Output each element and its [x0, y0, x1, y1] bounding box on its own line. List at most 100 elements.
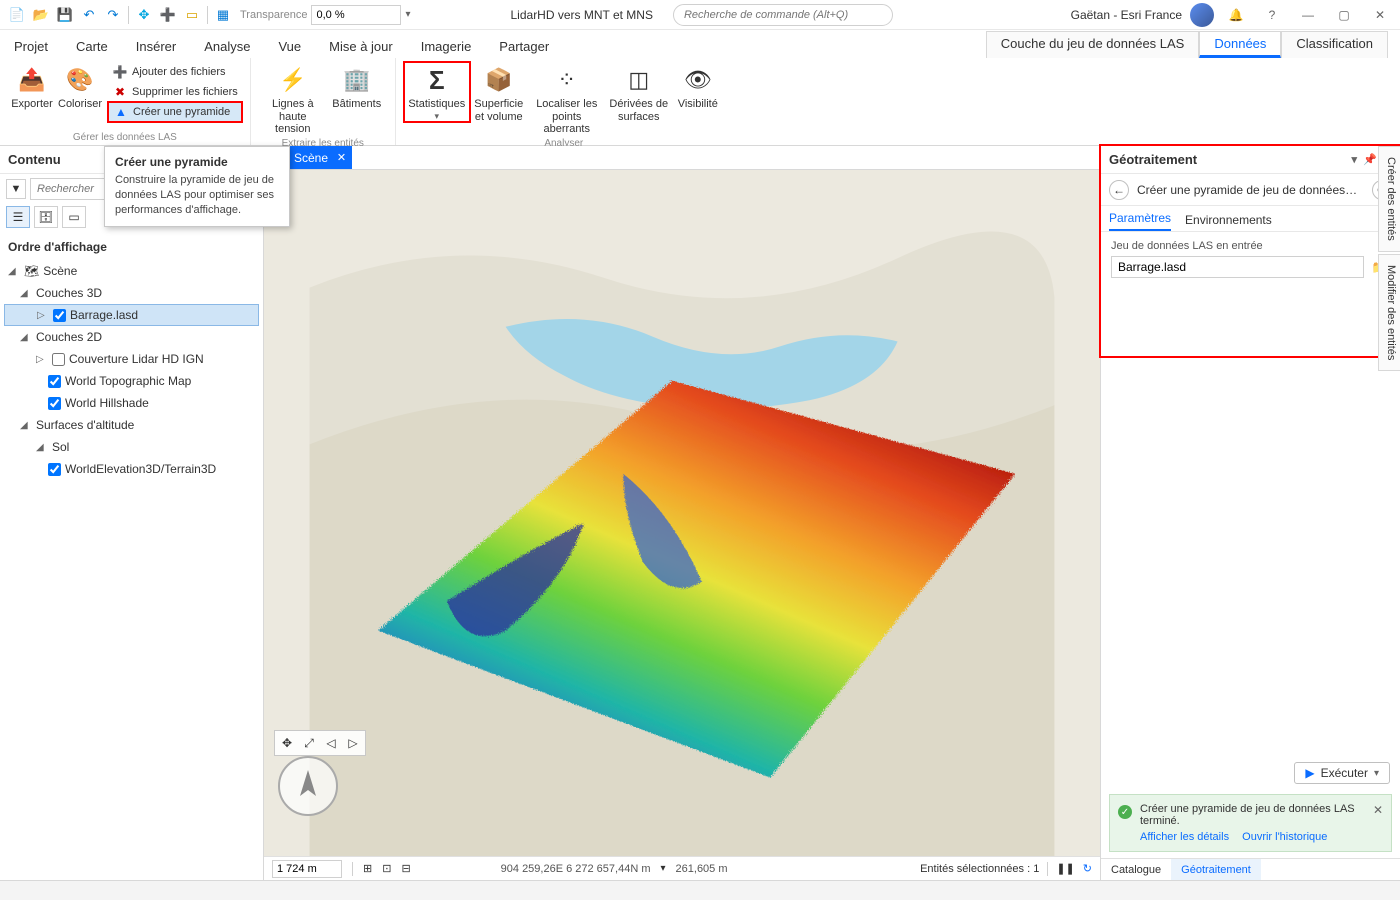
- supprimer-fichiers-button[interactable]: ✖ Supprimer les fichiers: [108, 82, 242, 102]
- notifications-icon[interactable]: 🔔: [1222, 4, 1250, 26]
- maximize-icon[interactable]: ▢: [1330, 4, 1358, 26]
- batiments-button[interactable]: 🏢 Bâtiments: [327, 62, 387, 111]
- toc-layer-couverture[interactable]: ▷Couverture Lidar HD IGN: [4, 348, 259, 370]
- tab-projet[interactable]: Projet: [12, 35, 50, 58]
- remove-file-icon: ✖: [112, 84, 128, 100]
- compass[interactable]: [278, 756, 338, 816]
- message-text: Créer une pyramide de jeu de données LAS…: [1140, 803, 1383, 827]
- close-icon[interactable]: ✕: [1366, 4, 1394, 26]
- layer-visibility-checkbox[interactable]: [48, 375, 61, 388]
- select-icon[interactable]: ▭: [181, 4, 203, 26]
- tool-icon[interactable]: ⊞: [363, 862, 372, 875]
- toc-layer-topo[interactable]: World Topographic Map: [4, 370, 259, 392]
- help-icon[interactable]: ?: [1258, 4, 1286, 26]
- back-button[interactable]: ←: [1109, 180, 1129, 200]
- new-project-icon[interactable]: 📄: [6, 4, 28, 26]
- user-name[interactable]: Gaëtan - Esri France: [1071, 8, 1182, 22]
- separator: [207, 6, 208, 24]
- explore-icon[interactable]: ✥: [133, 4, 155, 26]
- undo-icon[interactable]: ↶: [78, 4, 100, 26]
- param-input-las[interactable]: [1111, 256, 1364, 278]
- minimize-icon[interactable]: —: [1294, 4, 1322, 26]
- tab-carte[interactable]: Carte: [74, 35, 110, 58]
- nav-tool-pan[interactable]: ✥: [277, 733, 297, 753]
- toc-layer-elevation[interactable]: WorldElevation3D/Terrain3D: [4, 458, 259, 480]
- layer-visibility-checkbox[interactable]: [53, 309, 66, 322]
- exporter-button[interactable]: 📤 Exporter: [8, 62, 56, 111]
- nav-tool-full-extent[interactable]: ⤢: [299, 733, 319, 753]
- creer-pyramide-button[interactable]: ▲ Créer une pyramide: [108, 102, 242, 122]
- ctx-tab-classification[interactable]: Classification: [1281, 31, 1388, 58]
- user-avatar[interactable]: [1190, 3, 1214, 27]
- tool-icon[interactable]: ⊡: [382, 862, 391, 875]
- list-by-drawing-order-button[interactable]: ☰: [6, 206, 30, 228]
- visibilite-button[interactable]: 👁 Visibilité: [672, 62, 724, 111]
- toc-tree: ◢🗺Scène ◢Couches 3D ▷Barrage.lasd ◢Couch…: [0, 260, 263, 480]
- statistiques-button[interactable]: Σ Statistiques ▾: [404, 62, 470, 122]
- tool-icon[interactable]: ⊟: [401, 862, 410, 875]
- transparency-label: Transparence: [240, 9, 307, 21]
- chevron-down-icon[interactable]: ▾: [661, 863, 666, 874]
- open-project-icon[interactable]: 📂: [30, 4, 52, 26]
- toc-group-2d[interactable]: ◢Couches 2D: [4, 326, 259, 348]
- coloriser-button[interactable]: 🎨 Coloriser: [56, 62, 104, 111]
- selected-count: Entités sélectionnées : 1: [920, 863, 1039, 875]
- nav-tool-prev[interactable]: ◁: [321, 733, 341, 753]
- ctx-tab-donnees[interactable]: Données: [1199, 31, 1281, 58]
- tab-analyse[interactable]: Analyse: [202, 35, 252, 58]
- ajouter-fichiers-button[interactable]: ➕ Ajouter des fichiers: [108, 62, 242, 82]
- tab-geotraitement[interactable]: Géotraitement: [1171, 859, 1261, 880]
- tab-miseajour[interactable]: Mise à jour: [327, 35, 395, 58]
- refresh-icon[interactable]: ↻: [1083, 862, 1092, 875]
- side-tab-modify[interactable]: Modifier des entités: [1378, 254, 1400, 371]
- tab-imagerie[interactable]: Imagerie: [419, 35, 474, 58]
- dismiss-message-icon[interactable]: ✕: [1373, 803, 1383, 817]
- layer-icon[interactable]: ▦: [212, 4, 234, 26]
- list-by-source-button[interactable]: 🗄: [34, 206, 58, 228]
- gp-tab-environments[interactable]: Environnements: [1185, 213, 1272, 231]
- lignes-button[interactable]: ⚡ Lignes à haute tension: [259, 62, 327, 136]
- pin-icon[interactable]: 📌: [1363, 153, 1377, 166]
- close-tab-icon[interactable]: ✕: [337, 151, 346, 164]
- tab-partager[interactable]: Partager: [497, 35, 551, 58]
- toc-group-3d[interactable]: ◢Couches 3D: [4, 282, 259, 304]
- toc-group-surfaces[interactable]: ◢Surfaces d'altitude: [4, 414, 259, 436]
- side-tab-create[interactable]: Créer des entités: [1378, 146, 1400, 252]
- scale-input[interactable]: [272, 860, 342, 878]
- layer-visibility-checkbox[interactable]: [48, 397, 61, 410]
- tab-inserer[interactable]: Insérer: [134, 35, 178, 58]
- redo-icon[interactable]: ↷: [102, 4, 124, 26]
- ctx-group-label: Couche du jeu de données LAS: [986, 31, 1200, 58]
- derivees-button[interactable]: ◫ Dérivées de surfaces: [606, 62, 672, 123]
- list-by-selection-button[interactable]: ▭: [62, 206, 86, 228]
- localiser-button[interactable]: ⁘ Localiser les points aberrants: [528, 62, 606, 136]
- view-details-link[interactable]: Afficher les détails: [1140, 831, 1229, 843]
- toc-layer-hillshade[interactable]: World Hillshade: [4, 392, 259, 414]
- nav-tool-next[interactable]: ▷: [343, 733, 363, 753]
- save-icon[interactable]: 💾: [54, 4, 76, 26]
- visibility-icon: 👁: [682, 64, 714, 96]
- tab-vue[interactable]: Vue: [276, 35, 303, 58]
- toc-scene[interactable]: ◢🗺Scène: [4, 260, 259, 282]
- chevron-down-icon[interactable]: ▾: [405, 9, 410, 20]
- run-button[interactable]: ▶ Exécuter ▾: [1294, 762, 1390, 784]
- open-history-link[interactable]: Ouvrir l'historique: [1242, 831, 1327, 843]
- group-label: Gérer les données LAS: [73, 130, 177, 145]
- pause-icon[interactable]: ❚❚: [1056, 862, 1074, 875]
- outlier-icon: ⁘: [551, 64, 583, 96]
- tab-catalogue[interactable]: Catalogue: [1101, 859, 1171, 880]
- dropdown-icon[interactable]: ▾: [1352, 153, 1358, 166]
- add-data-icon[interactable]: ➕: [157, 4, 179, 26]
- layer-visibility-checkbox[interactable]: [48, 463, 61, 476]
- terrain-render: [264, 170, 1100, 856]
- transparency-input[interactable]: [311, 5, 401, 25]
- filter-icon[interactable]: ▼: [6, 179, 26, 199]
- superficie-button[interactable]: 📦 Superficie et volume: [470, 62, 528, 123]
- toc-group-sol[interactable]: ◢Sol: [4, 436, 259, 458]
- layer-visibility-checkbox[interactable]: [52, 353, 65, 366]
- toc-layer-barrage[interactable]: ▷Barrage.lasd: [4, 304, 259, 326]
- chevron-down-icon[interactable]: ▾: [1374, 768, 1379, 779]
- command-search-input[interactable]: [673, 4, 893, 26]
- scene-view[interactable]: ✥ ⤢ ◁ ▷: [264, 170, 1100, 856]
- gp-tab-parameters[interactable]: Paramètres: [1109, 211, 1171, 231]
